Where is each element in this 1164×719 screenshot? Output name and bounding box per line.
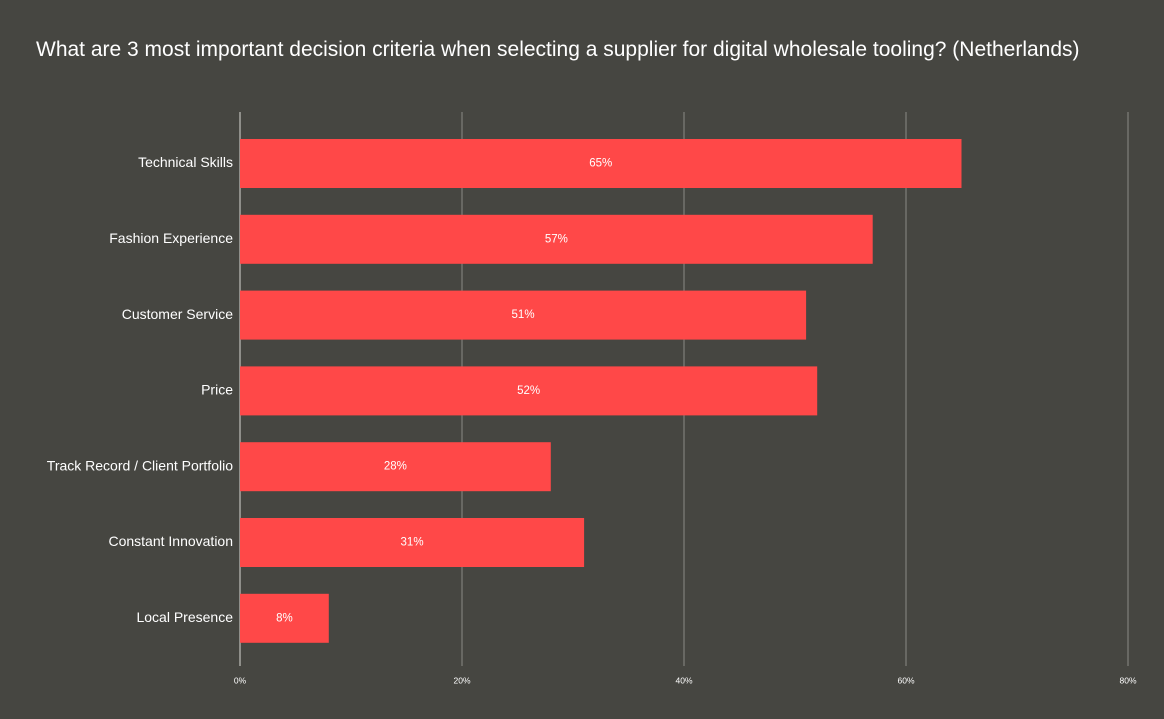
x-tick-label: 40% <box>675 675 692 685</box>
bar <box>240 593 329 643</box>
data-label: 8% <box>276 612 293 624</box>
data-label: 28% <box>384 461 407 473</box>
x-tick-label: 60% <box>897 675 914 685</box>
x-tick-label: 0% <box>234 675 247 685</box>
bar <box>240 442 551 492</box>
x-tick-label: 80% <box>1119 675 1136 685</box>
bars: 65% 57% 51% 52% 28% 31% 8% <box>240 139 962 643</box>
data-label: 51% <box>512 309 535 321</box>
category-label: Fashion Experience <box>109 230 233 246</box>
data-label: 57% <box>545 233 568 245</box>
bar <box>240 139 962 188</box>
chart-title: What are 3 most important decision crite… <box>36 38 1080 61</box>
category-label: Local Presence <box>136 609 233 625</box>
bar <box>240 366 818 416</box>
category-labels: Technical Skills Fashion Experience Custom… <box>47 154 233 625</box>
data-label: 65% <box>589 158 612 170</box>
bar <box>240 214 873 264</box>
bar <box>240 518 585 567</box>
category-label: Customer Service <box>122 306 233 322</box>
category-label: Technical Skills <box>138 154 233 170</box>
data-label: 31% <box>401 537 424 549</box>
bar <box>240 290 807 340</box>
category-label: Constant Innovation <box>108 533 233 549</box>
data-label: 52% <box>517 385 540 397</box>
x-axis-ticks: 0% 20% 40% 60% 80% <box>234 675 1137 685</box>
category-label: Price <box>201 382 233 398</box>
category-label: Track Record / Client Portfolio <box>47 457 233 473</box>
x-tick-label: 20% <box>453 675 470 685</box>
